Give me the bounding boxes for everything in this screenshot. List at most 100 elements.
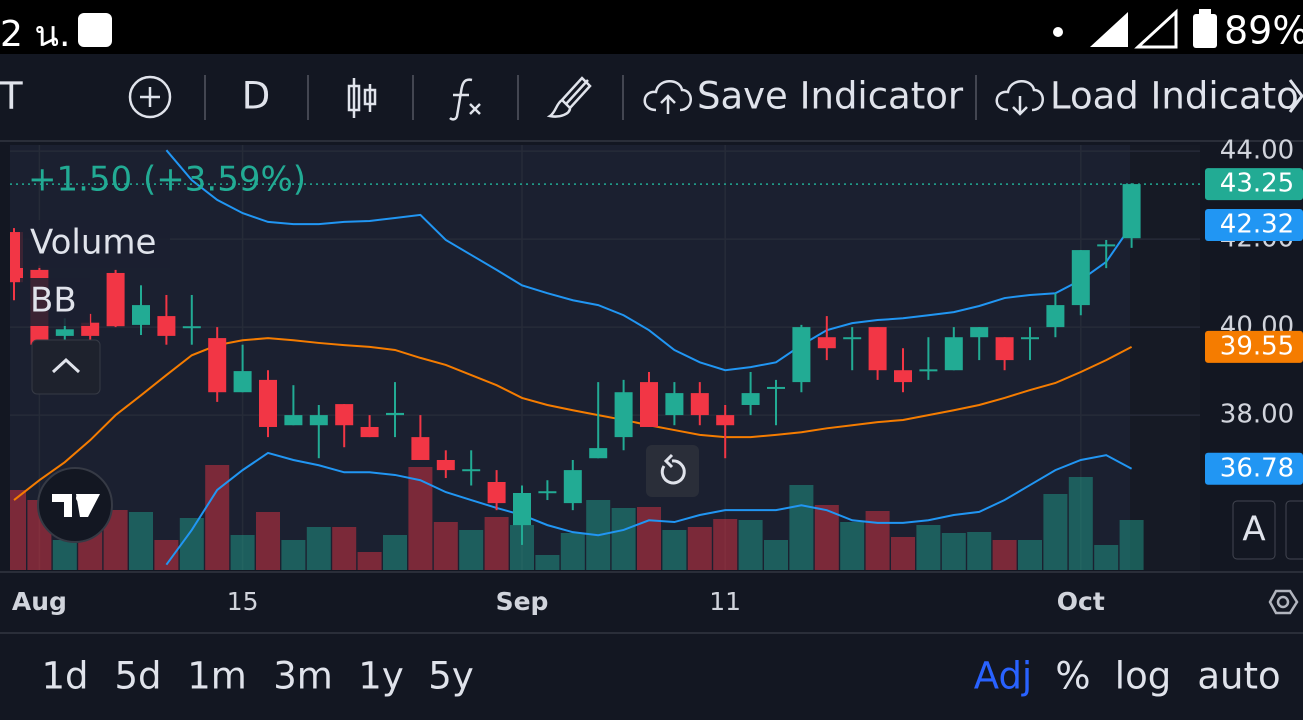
draw-button[interactable] xyxy=(546,76,592,118)
candle-body xyxy=(462,469,481,472)
signal-icon xyxy=(1090,12,1128,47)
candle-body xyxy=(1021,337,1039,340)
range-button[interactable]: 1d xyxy=(41,655,88,698)
candle-body xyxy=(919,369,938,372)
candle-body xyxy=(538,491,557,494)
status-time: 2 น. xyxy=(0,14,70,55)
candle-body xyxy=(259,379,277,427)
candle-body xyxy=(665,393,684,416)
volume-bar xyxy=(484,517,509,570)
battery-tip xyxy=(1199,9,1211,15)
candle-body xyxy=(284,415,303,426)
load-indicator-label: Load Indicato xyxy=(1050,75,1299,118)
candle-body xyxy=(767,386,785,389)
band-line xyxy=(165,149,1133,372)
candle-body xyxy=(868,327,887,371)
scroll-arrow[interactable] xyxy=(1288,79,1303,113)
change-label: +1.50 (+3.59%) xyxy=(28,160,306,200)
interval[interactable]: D xyxy=(242,75,271,118)
volume-bar xyxy=(205,465,230,570)
candle-body xyxy=(233,371,252,393)
volume-bar xyxy=(459,530,484,570)
signal-icon xyxy=(1134,8,1178,49)
chart-type-button[interactable] xyxy=(347,78,377,118)
candle-body xyxy=(970,327,989,338)
range-button[interactable]: 5d xyxy=(114,655,161,698)
range-button[interactable]: 3m xyxy=(273,655,333,698)
option-button[interactable]: auto xyxy=(1197,655,1280,698)
candle-body xyxy=(741,393,760,405)
price-tag-label: 36.78 xyxy=(1220,453,1294,483)
scale-button[interactable]: A xyxy=(1232,500,1303,560)
price-tag-label: 42.32 xyxy=(1220,210,1294,240)
band-line xyxy=(165,451,1133,566)
volume-bar xyxy=(1094,545,1119,570)
candle-body xyxy=(182,326,201,329)
x-tick-label: Oct xyxy=(1057,587,1105,616)
volume-bar xyxy=(154,540,179,570)
legend-bb[interactable]: BB xyxy=(30,281,77,321)
load-indicator[interactable]: Load Indicato xyxy=(995,75,1299,118)
symbol[interactable]: T xyxy=(0,75,23,118)
logo[interactable] xyxy=(37,467,113,543)
option-button[interactable]: log xyxy=(1115,655,1171,698)
candle-body xyxy=(1046,305,1065,328)
status-bar xyxy=(0,0,1303,54)
candle-body xyxy=(55,329,74,336)
band-line xyxy=(13,337,1133,501)
plot xyxy=(10,149,1200,570)
candle-body xyxy=(10,232,23,283)
legend-volume[interactable]: Volume xyxy=(30,223,156,263)
candle-body xyxy=(716,415,735,426)
range-button[interactable]: 1y xyxy=(358,655,403,698)
volume-bar xyxy=(383,535,407,570)
status-dot xyxy=(1053,27,1063,37)
volume-bar xyxy=(713,519,738,570)
volume-bar xyxy=(967,532,992,570)
y-tick-label: 44.00 xyxy=(1220,136,1294,166)
volume-bar xyxy=(408,467,433,570)
volume-bar xyxy=(281,540,306,570)
settings-button[interactable] xyxy=(1268,589,1299,615)
range-button[interactable]: 5y xyxy=(428,655,473,698)
toolbar xyxy=(0,54,1303,140)
candle-body xyxy=(1097,244,1116,247)
range-button[interactable]: 1m xyxy=(187,655,247,698)
volume-bar xyxy=(332,527,357,570)
candle-body xyxy=(817,337,836,349)
candle-body xyxy=(335,404,354,426)
volume-bar xyxy=(738,520,763,570)
volume-bar xyxy=(916,525,941,570)
indicator-button[interactable] xyxy=(449,78,481,121)
save-indicator[interactable]: Save Indicator xyxy=(643,75,964,118)
x-tick-label: Sep xyxy=(496,587,549,616)
option-button[interactable]: Adj xyxy=(974,655,1032,698)
add-button[interactable] xyxy=(128,75,172,119)
candle-body xyxy=(1071,250,1090,306)
price-tag xyxy=(1205,209,1303,242)
price-tag xyxy=(1205,452,1303,485)
scale-button-label: A xyxy=(1242,510,1265,550)
candle-body xyxy=(157,316,176,336)
x-tick-label: Aug xyxy=(12,587,67,616)
volume-bar xyxy=(611,508,636,570)
option-button[interactable]: % xyxy=(1055,655,1090,698)
candle-body xyxy=(513,492,531,526)
candle-body xyxy=(1122,184,1141,239)
volume-bar xyxy=(1018,540,1042,570)
reset-button[interactable] xyxy=(646,445,699,497)
volume-bar xyxy=(637,507,661,570)
volume-bar xyxy=(179,518,204,570)
collapse-button[interactable] xyxy=(31,339,101,395)
legend-box xyxy=(20,220,170,268)
candle-body xyxy=(792,327,811,383)
status-icon xyxy=(78,13,112,47)
volume-bar xyxy=(357,552,382,570)
candle-body xyxy=(309,415,328,426)
volume-bar xyxy=(662,530,687,570)
candle-body xyxy=(843,337,862,340)
bottom-bar: 1d 5d 1m 3m 1y 5y Adj% log auto xyxy=(41,655,1280,698)
candle-body xyxy=(944,337,963,371)
candle-body xyxy=(563,470,582,504)
